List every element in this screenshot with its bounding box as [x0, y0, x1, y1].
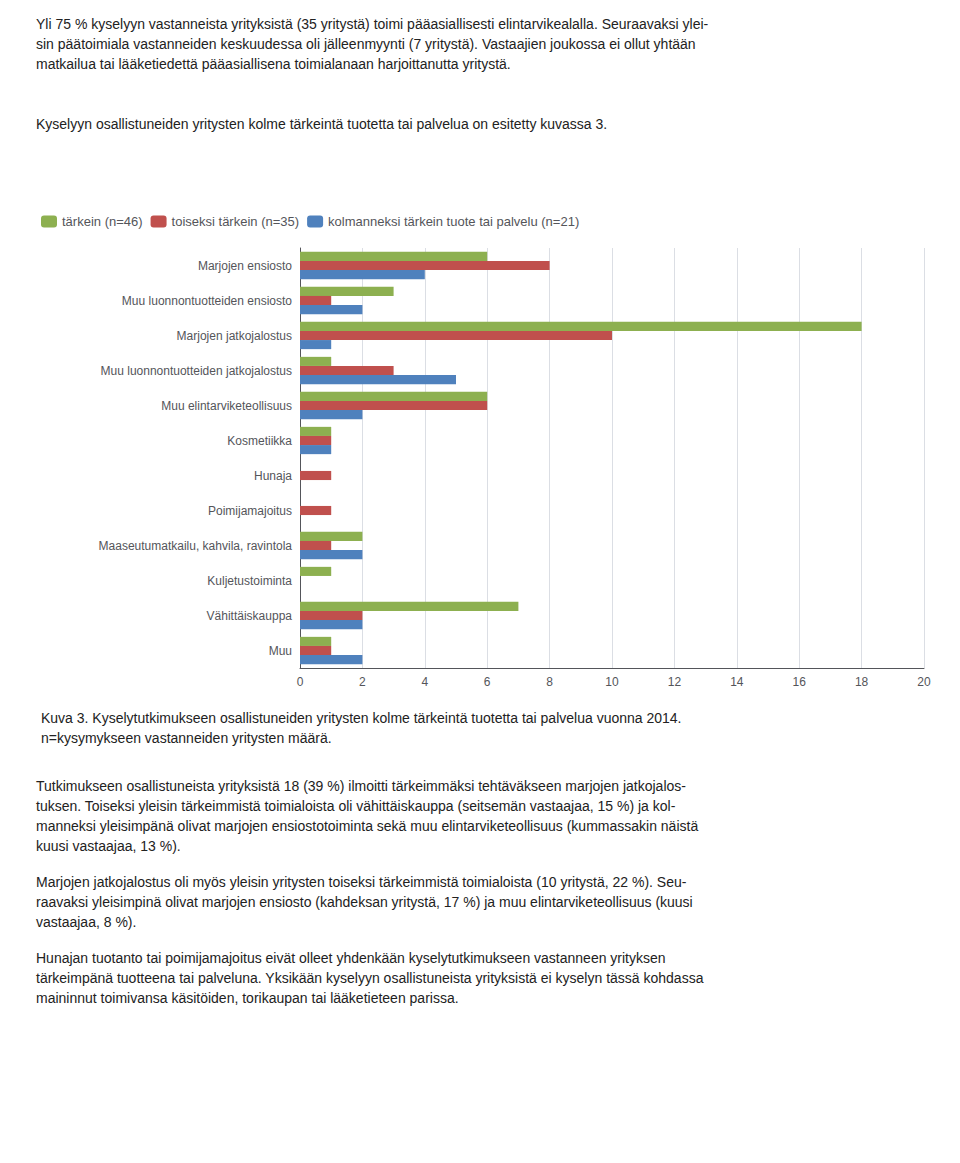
svg-text:tuksen. Toiseksi yleisin tärke: tuksen. Toiseksi yleisin tärkeimmistä to… [36, 798, 676, 814]
svg-text:Muu: Muu [269, 644, 292, 658]
svg-text:Muu luonnontuotteiden jatkojal: Muu luonnontuotteiden jatkojalostus [101, 364, 292, 378]
svg-text:Yli 75 % kyselyyn vastanneista: Yli 75 % kyselyyn vastanneista yrityksis… [36, 16, 709, 32]
svg-text:n=kysymykseen vastanneiden yri: n=kysymykseen vastanneiden yritysten mää… [41, 730, 332, 746]
svg-text:raavaksi yleisimpinä olivat ma: raavaksi yleisimpinä olivat marjojen ens… [36, 894, 693, 910]
svg-text:Kyselyyn osallistuneiden yrity: Kyselyyn osallistuneiden yritysten kolme… [36, 116, 607, 132]
svg-text:Maaseutumatkailu, kahvila, rav: Maaseutumatkailu, kahvila, ravintola [99, 539, 293, 553]
svg-text:20: 20 [917, 675, 931, 689]
svg-text:maininnut toimivansa käsitöide: maininnut toimivansa käsitöiden, torikau… [36, 990, 459, 1006]
svg-text:sin päätoimiala vastanneiden k: sin päätoimiala vastanneiden keskuudessa… [36, 36, 696, 52]
svg-text:Kuljetustoiminta: Kuljetustoiminta [207, 574, 292, 588]
svg-text:6: 6 [484, 675, 491, 689]
svg-text:kolmanneksi tärkein tuote tai: kolmanneksi tärkein tuote tai palvelu (n… [328, 214, 579, 229]
svg-text:tärkein (n=46): tärkein (n=46) [62, 214, 143, 229]
svg-text:Marjojen jatkojalostus oli myö: Marjojen jatkojalostus oli myös yleisin … [36, 874, 687, 890]
svg-text:Hunaja: Hunaja [254, 469, 292, 483]
svg-text:Tutkimukseen osallistuneista y: Tutkimukseen osallistuneista yrityksistä… [36, 778, 686, 794]
svg-text:8: 8 [546, 675, 553, 689]
svg-text:Vähittäiskauppa: Vähittäiskauppa [207, 609, 293, 623]
svg-text:manneksi yleisimpänä olivat ma: manneksi yleisimpänä olivat marjojen ens… [36, 818, 698, 834]
svg-text:Kuva 3. Kyselytutkimukseen osa: Kuva 3. Kyselytutkimukseen osallistuneid… [41, 710, 681, 726]
svg-text:Kosmetiikka: Kosmetiikka [227, 434, 292, 448]
svg-text:14: 14 [730, 675, 744, 689]
svg-text:matkailua tai lääketiedettä pä: matkailua tai lääketiedettä pääasiallise… [36, 56, 511, 72]
svg-text:Muu luonnontuotteiden ensiosto: Muu luonnontuotteiden ensiosto [122, 294, 292, 308]
svg-text:vastaajaa, 8 %).: vastaajaa, 8 %). [36, 914, 136, 930]
svg-text:Hunajan tuotanto tai poimijama: Hunajan tuotanto tai poimijamajoitus eiv… [36, 950, 666, 966]
svg-text:0: 0 [297, 675, 304, 689]
svg-text:18: 18 [855, 675, 869, 689]
svg-text:Marjojen ensiosto: Marjojen ensiosto [198, 259, 292, 273]
svg-text:tärkeimpänä tuotteena tai palv: tärkeimpänä tuotteena tai palveluna. Yks… [36, 970, 704, 986]
svg-text:Poimijamajoitus: Poimijamajoitus [208, 504, 292, 518]
svg-text:Muu elintarviketeollisuus: Muu elintarviketeollisuus [161, 399, 292, 413]
svg-text:16: 16 [793, 675, 807, 689]
svg-text:2: 2 [359, 675, 366, 689]
svg-text:4: 4 [421, 675, 428, 689]
svg-text:12: 12 [668, 675, 682, 689]
svg-text:toiseksi tärkein (n=35): toiseksi tärkein (n=35) [172, 214, 300, 229]
svg-text:kuusi vastaajaa, 13 %).: kuusi vastaajaa, 13 %). [36, 838, 181, 854]
svg-text:10: 10 [605, 675, 619, 689]
svg-text:Marjojen jatkojalostus: Marjojen jatkojalostus [177, 329, 292, 343]
